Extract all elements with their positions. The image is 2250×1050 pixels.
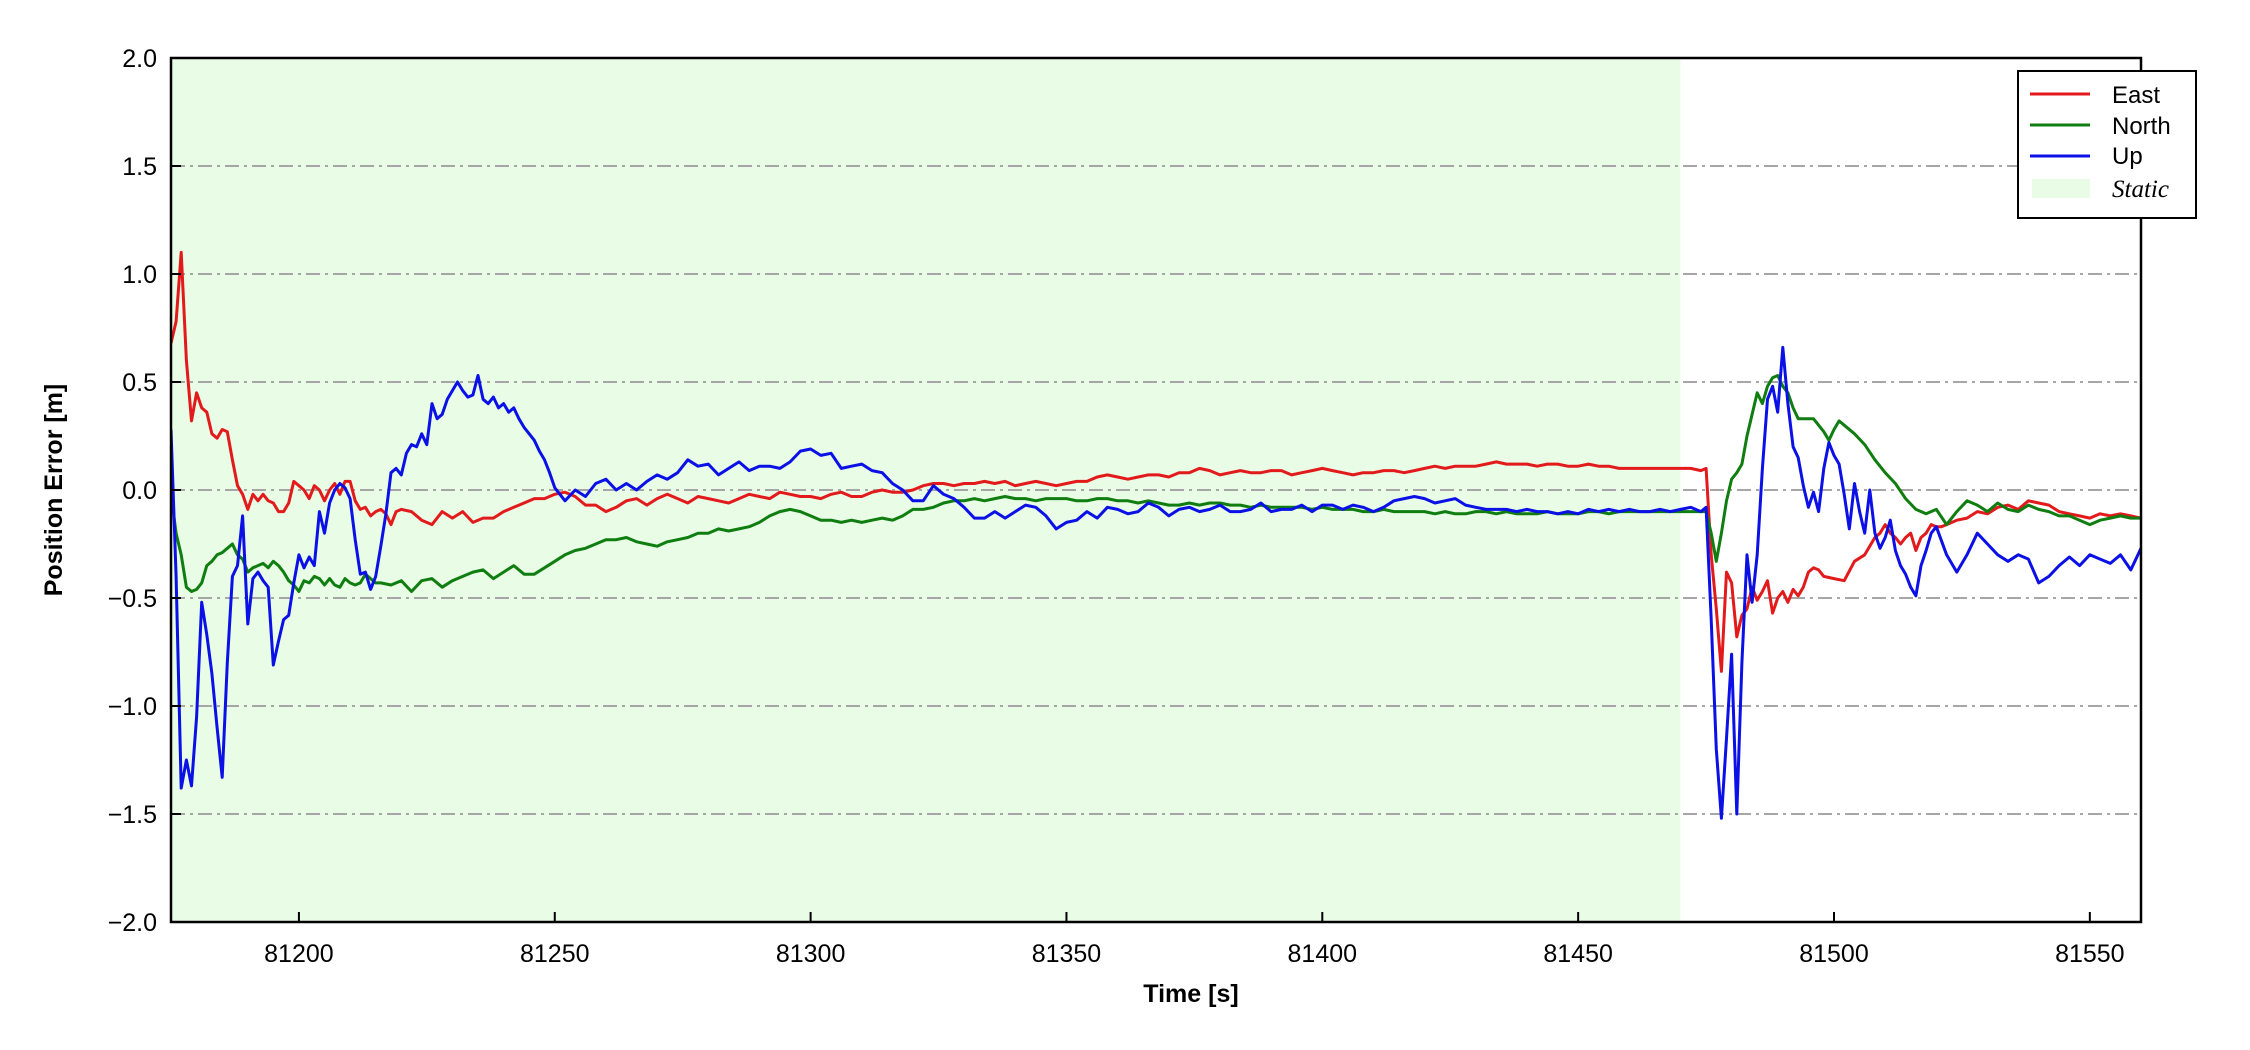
series-lines (171, 250, 2141, 820)
x-axis-title: Time [s] (1143, 980, 1238, 1008)
y-tick-label: −2.0 (108, 909, 157, 937)
legend-east-label: East (2112, 82, 2160, 109)
x-tick-label: 81200 (264, 940, 334, 968)
x-tick-label: 81400 (1288, 940, 1358, 968)
legend-static-label: Static (2112, 176, 2169, 203)
y-tick-label: 1.0 (122, 261, 157, 289)
x-tick-label: 81500 (1799, 940, 1869, 968)
y-axis-ticks: −2.0 −1.5 −1.0 −0.5 0.0 0.5 1.0 1.5 2.0 (108, 45, 181, 937)
horizontal-grid (171, 165, 2141, 815)
x-axis-ticks: 81200 81250 81300 81350 81400 81450 81500 81550 (264, 912, 2125, 968)
series-east-line (171, 250, 2141, 673)
x-tick-label: 81550 (2055, 940, 2125, 968)
legend: East North Up Static (2017, 70, 2197, 219)
y-tick-label: 2.0 (122, 45, 157, 73)
x-tick-label: 81250 (520, 940, 590, 968)
x-tick-label: 81350 (1032, 940, 1102, 968)
legend-north-label: North (2112, 113, 2171, 140)
legend-up-label: Up (2112, 143, 2143, 170)
y-tick-label: 1.5 (122, 153, 157, 181)
legend-static-swatch (2032, 179, 2090, 198)
y-axis-title: Position Error [m] (40, 384, 68, 597)
x-tick-label: 81300 (776, 940, 846, 968)
y-tick-label: −1.5 (108, 801, 157, 829)
y-tick-label: 0.0 (122, 477, 157, 505)
series-north-line (171, 374, 2141, 593)
y-tick-label: −0.5 (108, 585, 157, 613)
series-up-line (171, 345, 2141, 820)
y-tick-label: −1.0 (108, 693, 157, 721)
x-tick-label: 81450 (1543, 940, 1613, 968)
y-tick-label: 0.5 (122, 369, 157, 397)
